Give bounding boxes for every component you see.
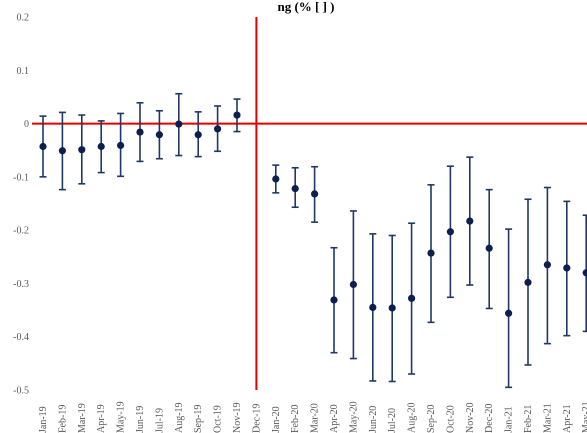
point-estimate [505, 309, 513, 317]
error-bars [39, 92, 587, 389]
x-tick-label: Apr-19 [96, 404, 107, 433]
reference-lines [32, 17, 587, 390]
x-tick-label: Feb-19 [57, 405, 68, 433]
x-tick-label: Jul-19 [154, 408, 165, 433]
x-tick-label: Nov-19 [232, 402, 243, 433]
x-axis-ticks: Jan-19 Feb-19 Mar-19 Apr-19 May-19 Jun-19 Jul-… [38, 401, 587, 433]
x-tick-label: Mar-19 [77, 403, 88, 433]
y-tick-label: -0.4 [13, 332, 29, 343]
point-estimate [136, 128, 144, 136]
chart-title-fragment: ng (% [ ] ) [277, 0, 334, 14]
point-estimate [485, 244, 493, 252]
x-tick-label: Jan-19 [38, 406, 49, 433]
point-estimate [466, 217, 474, 225]
y-tick-label: -0.2 [13, 226, 29, 237]
x-tick-label: Nov-20 [465, 402, 476, 433]
y-tick-label: -0.5 [13, 386, 29, 397]
x-tick-label: May-20 [348, 401, 359, 433]
x-tick-label: Dec-20 [484, 404, 495, 433]
point-estimate [175, 120, 183, 128]
x-tick-label: Jul-20 [387, 408, 398, 433]
x-tick-label: Feb-21 [523, 405, 534, 433]
y-axis-ticks: 0.2 0.1 0 -0.1 -0.2 -0.3 -0.4 -0.5 [13, 13, 29, 397]
x-tick-label: Oct-19 [213, 405, 224, 433]
point-estimate [369, 303, 377, 312]
point-estimate [563, 264, 571, 272]
point-estimate [408, 294, 416, 302]
y-tick-label: 0.1 [17, 66, 30, 77]
x-tick-label: Jun-19 [135, 406, 146, 433]
x-tick-label: Aug-20 [407, 402, 418, 433]
point-estimate [427, 249, 435, 257]
x-tick-label: Dec-19 [251, 404, 262, 433]
point-estimate [214, 125, 222, 133]
x-tick-label: Apr-21 [562, 404, 573, 433]
point-estimate [524, 278, 532, 286]
x-tick-label: May-19 [116, 401, 127, 433]
point-estimate [78, 146, 86, 154]
x-tick-label: May-21 [581, 401, 587, 433]
point-estimate [582, 269, 587, 277]
point-estimate [543, 261, 552, 269]
point-estimate [330, 296, 338, 304]
point-estimate [446, 228, 454, 236]
x-tick-label: Sep-19 [193, 405, 204, 433]
point-estimate [39, 142, 47, 151]
y-tick-label: 0.2 [17, 13, 30, 24]
point-estimate [117, 141, 125, 150]
point-estimate [233, 111, 241, 119]
point-estimate [272, 175, 280, 183]
x-tick-label: Sep-20 [426, 405, 437, 433]
x-tick-label: Mar-21 [542, 403, 553, 433]
y-tick-label: -0.1 [13, 172, 29, 183]
point-estimate [349, 280, 357, 289]
point-estimate [155, 131, 163, 139]
x-tick-label: Jan-20 [271, 406, 282, 433]
x-tick-label: Feb-20 [290, 405, 301, 433]
y-tick-label: 0 [24, 119, 29, 130]
x-tick-label: Oct-20 [445, 405, 456, 433]
point-estimates [39, 111, 587, 317]
x-tick-label: Mar-20 [310, 403, 321, 433]
point-estimate [58, 147, 66, 155]
point-estimate [291, 184, 299, 193]
point-estimate [388, 304, 396, 312]
x-tick-label: Jun-20 [368, 406, 379, 433]
x-tick-label: Aug-19 [174, 402, 185, 433]
point-estimate [311, 190, 319, 198]
x-tick-label: Apr-20 [329, 404, 340, 433]
x-tick-label: Jan-21 [504, 406, 515, 433]
point-estimate [194, 131, 202, 139]
y-tick-label: -0.3 [13, 279, 29, 290]
point-estimate [97, 142, 105, 151]
